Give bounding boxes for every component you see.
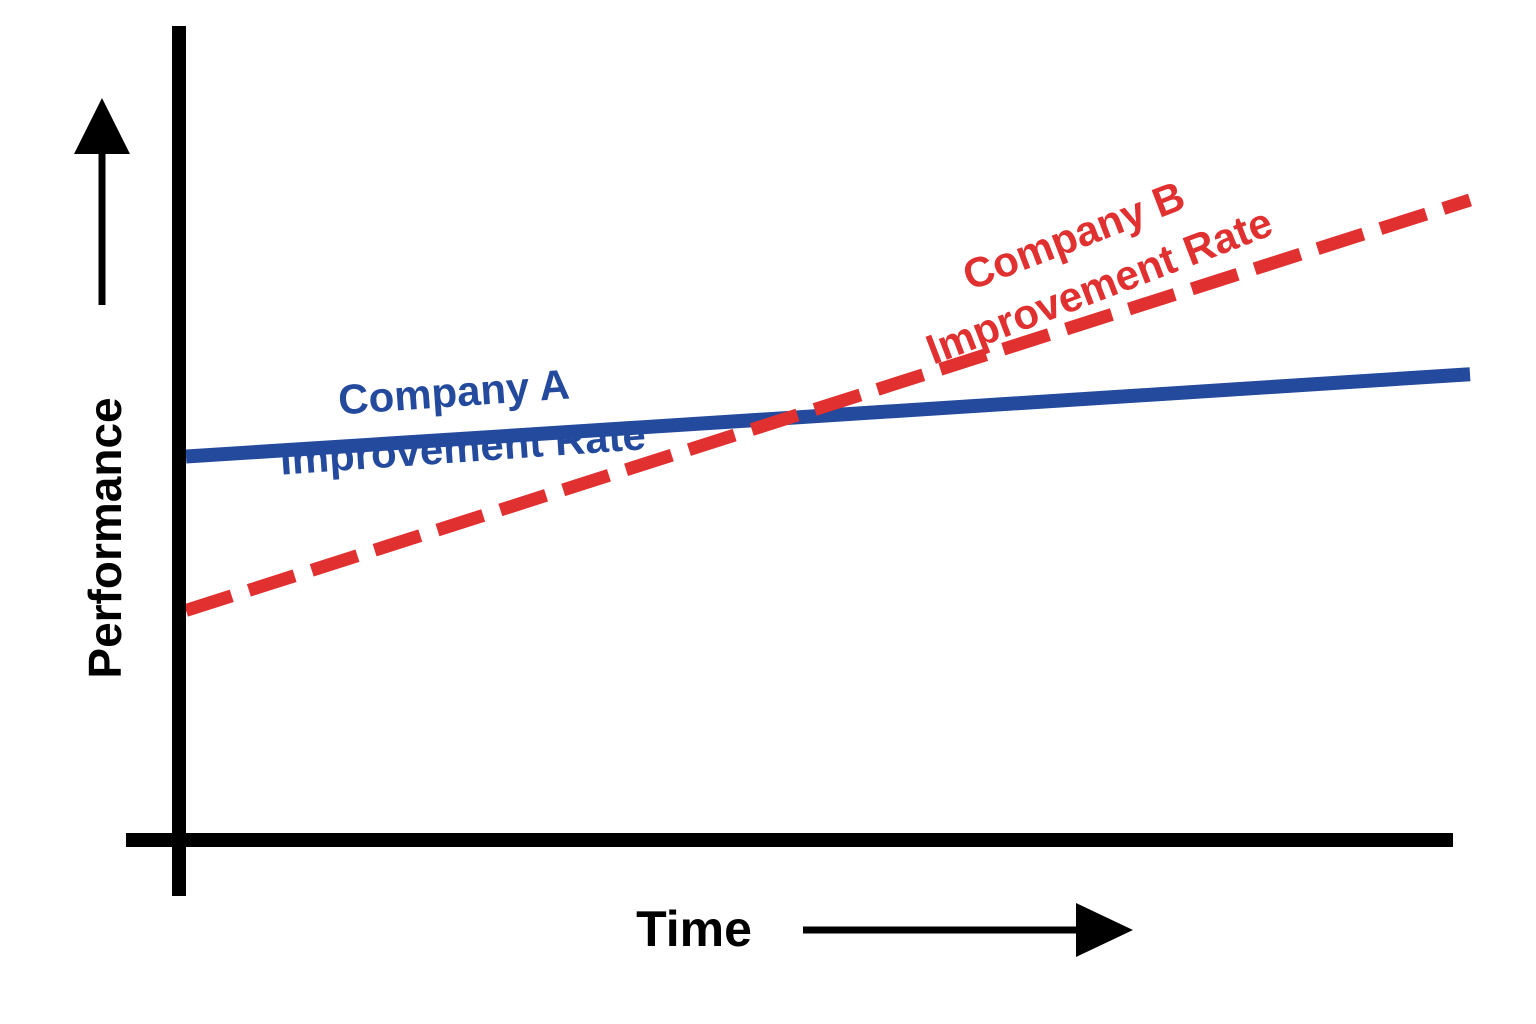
series-label-company-a-line2: Improvement Rate	[278, 411, 647, 483]
series-label-company-b: Company B Improvement Rate	[900, 146, 1279, 373]
series-label-company-a-line1: Company A	[337, 360, 571, 423]
y-axis-label: Performance	[79, 397, 131, 678]
series-line-company-b	[186, 193, 1472, 617]
x-axis-arrow-head	[1076, 903, 1133, 957]
y-axis-arrow-head	[74, 98, 130, 154]
x-axis-label: Time	[636, 901, 752, 957]
series-label-company-a: Company A Improvement Rate	[274, 355, 647, 483]
series-line-company-a	[186, 367, 1471, 464]
